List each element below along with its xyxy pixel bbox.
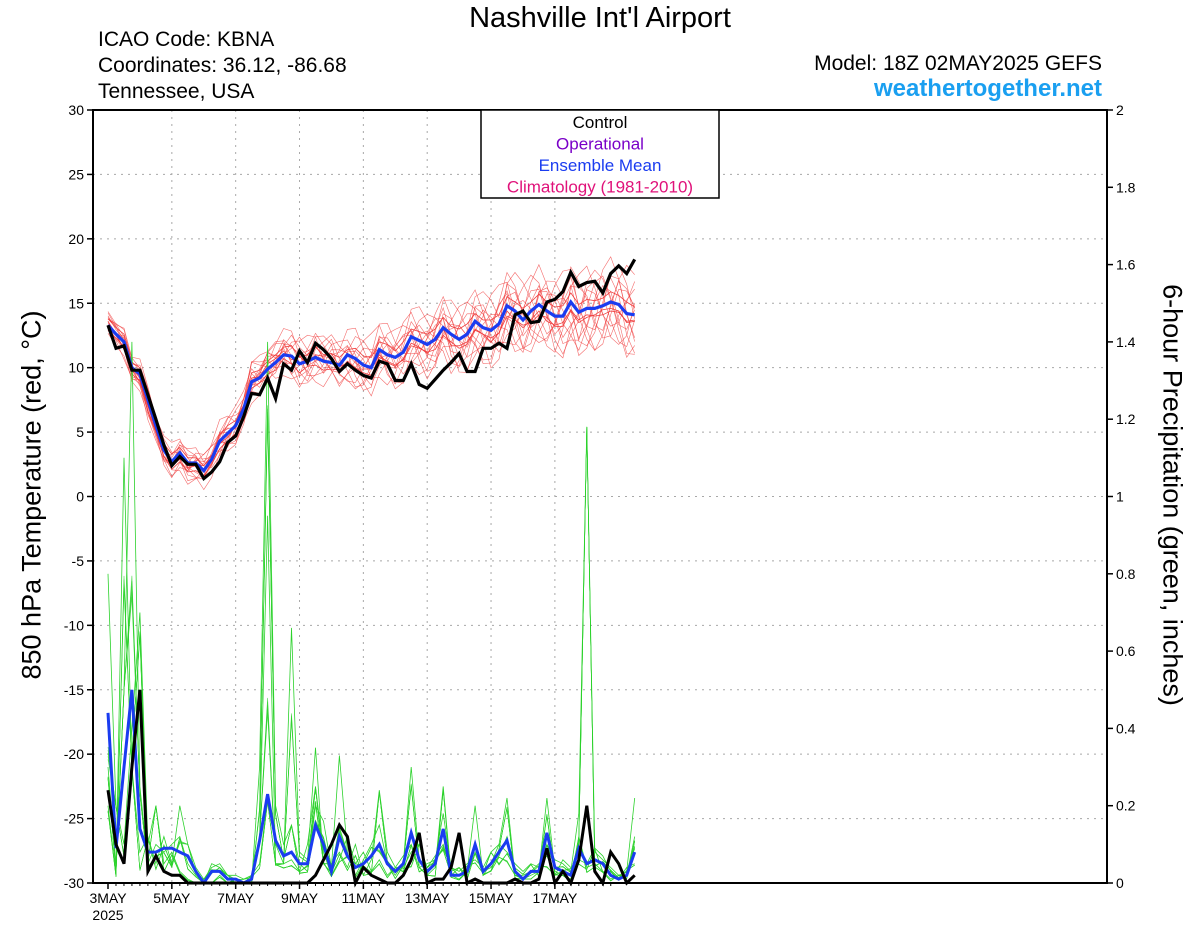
y-tick-label: 5 [76,424,84,440]
y-tick-label: 20 [68,231,84,247]
y-tick-label: -30 [64,875,84,891]
axes: 302520151050-5-10-15-20-25-3021.81.61.41… [64,102,1136,923]
y2-tick-label: 1 [1116,489,1124,505]
temperature-member-line [107,265,635,463]
temperature-member-line [107,308,635,477]
legend-box [480,109,720,199]
legend-entry: Ensemble Mean [539,156,662,175]
y-tick-label: 25 [68,166,84,182]
legend-entry: Operational [556,135,644,154]
y2-tick-label: 0.8 [1116,566,1136,582]
y-tick-label: 10 [68,360,84,376]
model-run: Model: 18Z 02MAY2025 GEFS [814,52,1102,75]
temperature-member-line [107,263,635,466]
chart-title: Nashville Int'l Airport [469,2,731,34]
y2-axis-label: 6-hour Precipitation (green, inches) [1157,284,1188,706]
legend-entry: Climatology (1981-2010) [507,178,693,197]
y-tick-label: 15 [68,295,84,311]
brand-link[interactable]: weathertogether.net [873,75,1102,102]
temperature-member-line [107,275,635,473]
y2-tick-label: 1.6 [1116,257,1136,273]
temperature-members [107,256,635,491]
precipitation-member-line [107,426,635,884]
x-tick-label: 5MAY [153,890,191,906]
precipitation-member-line [107,586,635,881]
precipitation-member-line [107,415,635,884]
precipitation-member-line [107,341,636,884]
temperature-member-line [107,289,635,479]
y-tick-label: -15 [64,682,84,698]
x-tick-label: 15MAY [469,890,515,906]
x-tick-sublabel: 2025 [92,907,123,923]
y2-tick-label: 0.6 [1116,643,1136,659]
y2-tick-label: 1.8 [1116,179,1136,195]
y-tick-label: -10 [64,617,84,633]
y-tick-label: -25 [64,811,84,827]
y-tick-label: -20 [64,746,84,762]
x-tick-label: 3MAY [89,890,127,906]
y2-tick-label: 0 [1116,875,1124,891]
region: Tennessee, USA [98,80,255,103]
legend-entry: Control [573,113,628,132]
y2-tick-label: 1.2 [1116,411,1136,427]
x-tick-label: 17MAY [532,890,578,906]
x-tick-label: 11MAY [341,890,385,906]
precipitation-members [107,341,636,884]
precipitation-member-line [107,405,635,884]
grid [93,110,1107,883]
y2-tick-label: 1.4 [1116,334,1136,350]
temperature-member-line [107,256,635,468]
precipitation-member-line [107,341,636,884]
precipitation-member-line [107,583,635,881]
x-tick-label: 13MAY [405,890,451,906]
x-tick-label: 7MAY [217,890,255,906]
coordinates: Coordinates: 36.12, -86.68 [98,54,347,77]
y-tick-label: 30 [68,102,84,118]
y-axis-label: 850 hPa Temperature (red, °C) [16,310,47,680]
precipitation-member-line [107,427,635,884]
x-tick-label: 9MAY [281,890,319,906]
precipitation-member-line [107,418,635,884]
y-tick-label: -5 [72,553,85,569]
precipitation-member-line [107,408,635,884]
temperature-member-line [107,276,635,491]
temperature-member-line [107,280,635,478]
y2-tick-label: 0.4 [1116,720,1136,736]
temperature-member-line [107,277,635,482]
icao-code: ICAO Code: KBNA [98,28,275,51]
precipitation-ensemble-mean-line [106,689,637,886]
precipitation-member-line [107,575,635,881]
precipitation-member-line [107,426,635,884]
y2-tick-label: 2 [1116,102,1124,118]
temperature-member-line [107,307,635,469]
y2-tick-label: 0.2 [1116,798,1136,814]
temperature-control-line [106,258,637,481]
precipitation-member-line [107,427,635,884]
legend: Control Operational Ensemble Mean Climatolo… [480,109,720,199]
precipitation-member-line [107,457,635,880]
precipitation-member-line [107,579,635,881]
precipitation-member-line [107,426,635,884]
main-series [106,258,637,888]
y-tick-label: 0 [76,489,84,505]
